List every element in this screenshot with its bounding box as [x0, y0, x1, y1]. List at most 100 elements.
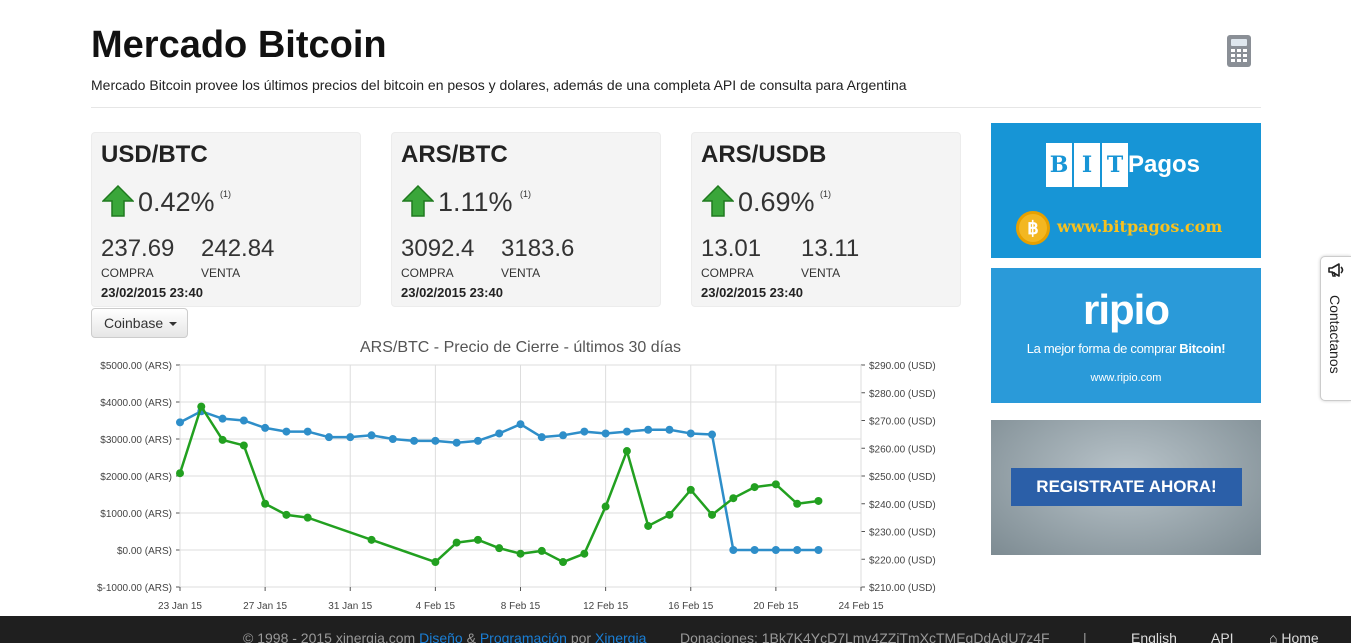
exchange-dropdown-label: Coinbase — [104, 315, 164, 331]
change-percent: 0.42% — [138, 187, 215, 217]
api-link[interactable]: API — [1211, 630, 1234, 643]
x-tick-label: 16 Feb 15 — [668, 601, 713, 612]
diseno-link[interactable]: Diseño — [419, 630, 463, 643]
series-point-1 — [537, 546, 546, 555]
series-point-1 — [644, 521, 653, 530]
up-arrow-icon — [102, 185, 134, 217]
series-point-0 — [346, 433, 355, 442]
x-tick-label: 27 Jan 15 — [243, 601, 287, 612]
calculator-icon[interactable] — [1227, 35, 1251, 67]
series-point-1 — [495, 544, 504, 553]
series-point-1 — [750, 483, 759, 492]
series-point-1 — [218, 435, 227, 444]
x-tick-label: 31 Jan 15 — [328, 601, 372, 612]
register-button[interactable]: REGISTRATE AHORA! — [1011, 468, 1242, 506]
sell-label: VENTA — [201, 266, 241, 280]
bitpagos-letter: I — [1074, 143, 1100, 187]
series-point-0 — [495, 429, 504, 438]
price-chart: ARS/BTC - Precio de Cierre - últimos 30 … — [97, 339, 936, 612]
ripio-tagline-text: La mejor forma de comprar — [1026, 341, 1180, 356]
bitpagos-ad[interactable]: B I T Pagos ฿ www.bitpagos.com — [991, 123, 1261, 258]
series-point-1 — [814, 496, 823, 505]
ripio-tagline-bold: Bitcoin! — [1179, 341, 1226, 356]
up-arrow-icon — [402, 185, 434, 217]
caret-down-icon — [169, 322, 178, 327]
buy-label: COMPRA — [101, 266, 154, 280]
y-right-tick-label: $270.00 (USD) — [869, 417, 936, 428]
series-point-0 — [580, 427, 589, 436]
footnote-marker: (1) — [520, 189, 531, 199]
price-date: 23/02/2015 23:40 — [101, 285, 203, 300]
pair-title: ARS/BTC — [401, 141, 508, 168]
price-card-ars-usdb: ARS/USDB 0.69% (1) 13.01 13.11 COMPRA VE… — [691, 132, 961, 307]
series-point-1 — [239, 441, 248, 450]
series-point-0 — [708, 430, 717, 439]
bitcoin-coin-icon: ฿ — [1016, 211, 1050, 245]
series-point-0 — [218, 414, 227, 423]
y-left-tick-label: $1000.00 (ARS) — [100, 509, 172, 520]
footer-credits: © 1998 - 2015 xinergia.com Diseño & Prog… — [243, 630, 646, 643]
series-point-1 — [559, 558, 568, 567]
y-right-tick-label: $260.00 (USD) — [869, 444, 936, 455]
series-point-1 — [197, 402, 206, 411]
series-point-0 — [729, 546, 738, 554]
english-link[interactable]: English — [1131, 630, 1177, 643]
series-point-1 — [580, 549, 589, 558]
exchange-dropdown[interactable]: Coinbase — [91, 308, 188, 338]
series-point-0 — [282, 427, 291, 436]
footer-separator: | — [1083, 630, 1087, 643]
series-point-1 — [261, 499, 270, 508]
series-point-0 — [431, 436, 440, 445]
up-arrow-icon — [702, 185, 734, 217]
series-point-1 — [686, 485, 695, 494]
series-point-0 — [537, 433, 546, 442]
ripio-ad[interactable]: ripio La mejor forma de comprar Bitcoin!… — [991, 268, 1261, 403]
series-point-0 — [176, 418, 184, 427]
series-point-0 — [771, 546, 780, 554]
y-right-tick-label: $290.00 (USD) — [869, 361, 936, 372]
register-ad[interactable]: REGISTRATE AHORA! — [991, 420, 1261, 555]
series-point-1 — [473, 535, 482, 544]
y-left-tick-label: $2000.00 (ARS) — [100, 472, 172, 483]
home-link-label: Home — [1281, 630, 1319, 643]
series-point-0 — [516, 420, 525, 429]
series-point-0 — [793, 546, 802, 554]
y-left-tick-label: $4000.00 (ARS) — [100, 398, 172, 409]
ripio-logo: ripio — [1083, 286, 1170, 333]
series-point-0 — [644, 425, 653, 434]
amp-text: & — [466, 630, 476, 643]
buy-label: COMPRA — [401, 266, 454, 280]
sell-label: VENTA — [501, 266, 541, 280]
sell-price: 3183.6 — [501, 235, 575, 262]
sell-price: 242.84 — [201, 235, 275, 262]
contact-tab[interactable]: Contactanos — [1320, 256, 1351, 401]
series-point-1 — [771, 480, 780, 489]
series-point-0 — [559, 431, 568, 440]
sell-label: VENTA — [801, 266, 841, 280]
x-tick-label: 20 Feb 15 — [753, 601, 798, 612]
y-right-tick-label: $250.00 (USD) — [869, 472, 936, 483]
x-tick-label: 8 Feb 15 — [501, 601, 541, 612]
copyright-text: © 1998 - 2015 xinergia.com — [243, 630, 416, 643]
ripio-tagline: La mejor forma de comprar Bitcoin! — [991, 341, 1261, 356]
y-left-tick-label: $-1000.00 (ARS) — [97, 583, 172, 594]
series-point-0 — [367, 431, 376, 440]
series-point-1 — [367, 535, 376, 544]
x-tick-label: 23 Jan 15 — [158, 601, 202, 612]
buy-label: COMPRA — [701, 266, 754, 280]
series-point-0 — [665, 425, 674, 434]
buy-price: 237.69 — [101, 235, 175, 262]
y-left-tick-label: $0.00 (ARS) — [117, 546, 172, 557]
megaphone-icon — [1327, 261, 1347, 284]
y-right-tick-label: $210.00 (USD) — [869, 583, 936, 594]
xinergia-link[interactable]: Xinergia — [594, 630, 647, 643]
x-tick-label: 12 Feb 15 — [583, 601, 628, 612]
footer: © 1998 - 2015 xinergia.com Diseño & Prog… — [0, 616, 1351, 643]
footnote-marker: (1) — [220, 189, 231, 199]
series-point-0 — [622, 427, 631, 436]
series-point-1 — [729, 494, 738, 503]
series-point-1 — [303, 513, 312, 522]
series-point-0 — [601, 429, 610, 438]
programacion-link[interactable]: Programación — [479, 630, 567, 643]
home-link[interactable]: ⌂ Home — [1269, 630, 1319, 643]
